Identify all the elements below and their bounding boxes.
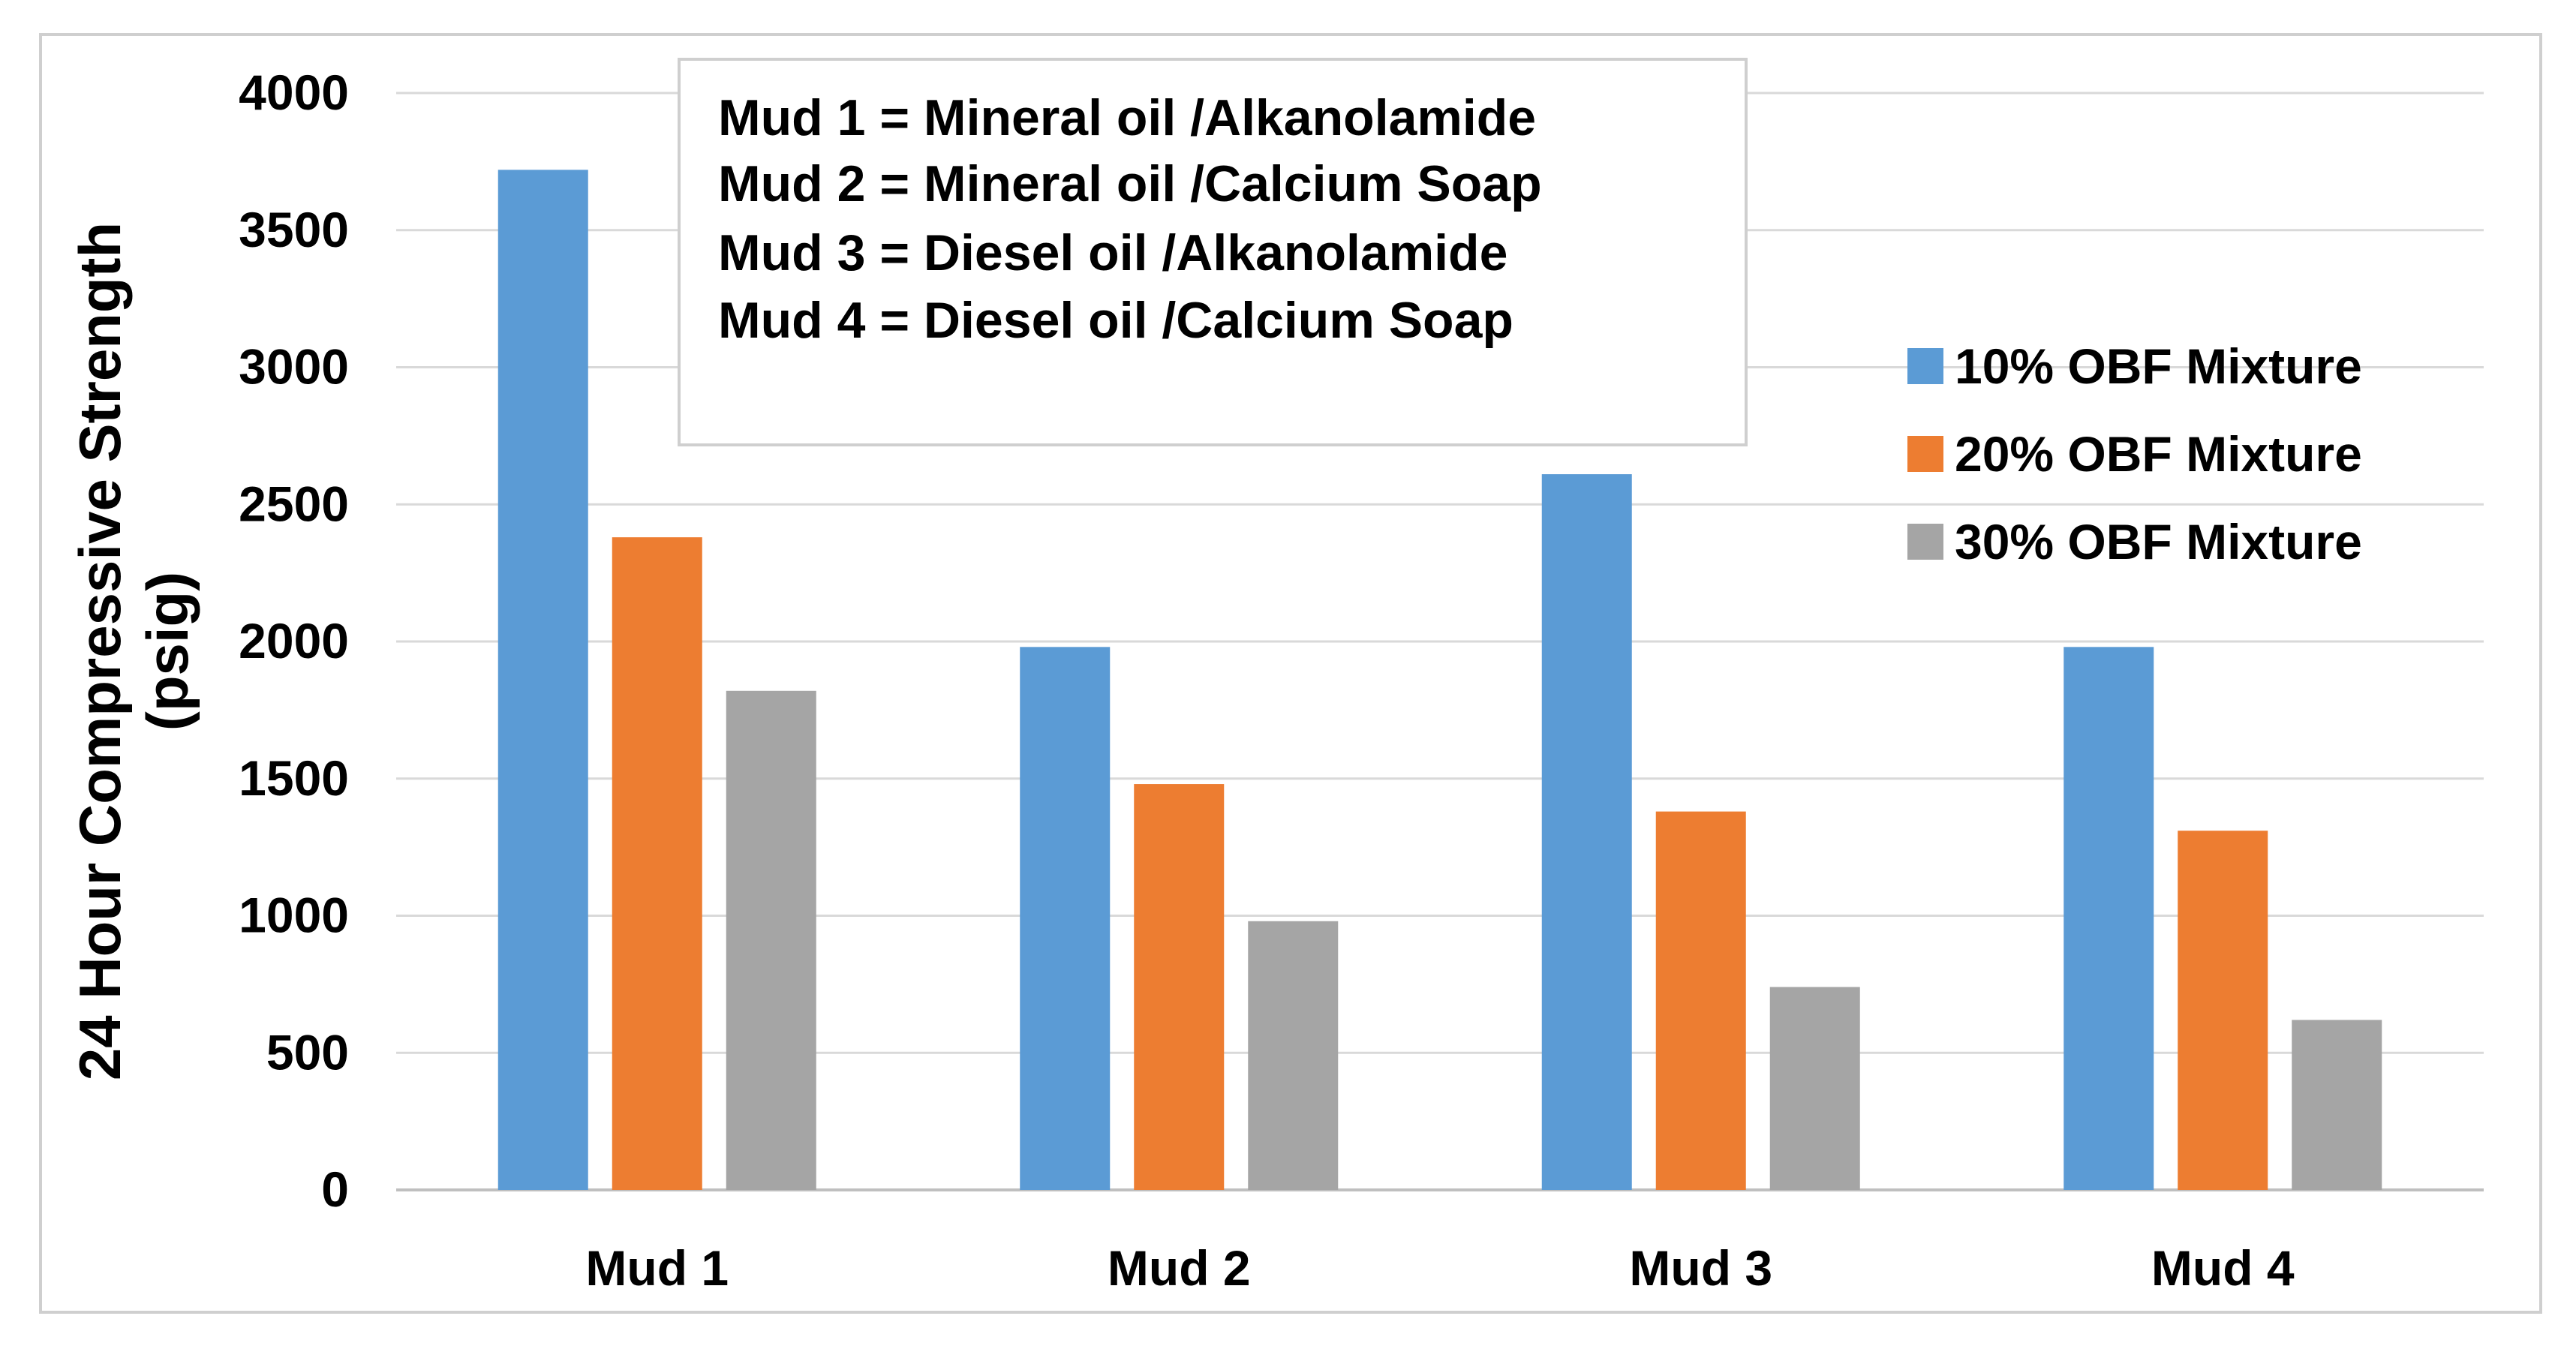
y-axis-title-line: (psig) [134, 572, 200, 731]
y-tick-label: 1000 [239, 888, 349, 943]
bar-2-1 [612, 537, 702, 1190]
legend-label: 10% OBF Mixture [1955, 338, 2362, 394]
legend: 10% OBF Mixture 20% OBF Mixture 30% OBF Mi… [1907, 338, 2362, 569]
annotation-box-border [678, 58, 1748, 446]
annotation-line: Mud 2 = Mineral oil /Calcium Soap [718, 155, 1542, 212]
bar-2-2 [1134, 784, 1225, 1190]
bar-2-3 [1655, 811, 1746, 1190]
y-axis-ticks: 0 500 1000 1500 2000 2500 3000 3500 4000 [239, 65, 349, 1217]
x-tick-label: Mud 2 [1108, 1240, 1251, 1296]
y-tick-label: 3500 [239, 202, 349, 257]
annotation-line: Mud 4 = Diesel oil /Calcium Soap [718, 292, 1513, 349]
bar-2-4 [2178, 831, 2268, 1190]
y-tick-label: 2500 [239, 476, 349, 531]
y-tick-label: 0 [321, 1161, 349, 1217]
y-tick-label: 2000 [239, 613, 349, 668]
legend-label: 20% OBF Mixture [1955, 426, 2362, 482]
bar-1-2 [1020, 647, 1111, 1190]
bar-1-4 [2064, 647, 2154, 1190]
x-axis-ticks: Mud 1 Mud 2 Mud 3 Mud 4 [585, 1240, 2294, 1296]
bar-1-3 [1541, 474, 1632, 1190]
annotation-lines: Mud 1 = Mineral oil /Alkanolamide Mud 2 =… [718, 89, 1542, 349]
bar-3-1 [726, 690, 816, 1190]
y-tick-label: 1500 [239, 750, 349, 806]
bar-1-1 [497, 170, 588, 1191]
y-axis-title-line: 24 Hour Compressive Strength [67, 222, 133, 1080]
legend-swatch [1907, 436, 1943, 472]
x-tick-label: Mud 4 [2151, 1240, 2295, 1296]
annotation-line: Mud 3 = Diesel oil /Alkanolamide [718, 224, 1507, 281]
bar-3-2 [1248, 921, 1339, 1190]
annotation-line: Mud 1 = Mineral oil /Alkanolamide [718, 89, 1536, 146]
y-tick-label: 3000 [239, 339, 349, 395]
legend-label: 30% OBF Mixture [1955, 514, 2362, 569]
bar-3-4 [2292, 1020, 2382, 1190]
x-tick-label: Mud 3 [1629, 1240, 1772, 1296]
legend-swatch [1907, 524, 1943, 560]
x-tick-label: Mud 1 [585, 1240, 729, 1296]
annotation-box: Mud 1 = Mineral oil /Alkanolamide Mud 2 =… [678, 58, 1748, 446]
bar-3-3 [1769, 987, 1860, 1190]
bars [497, 170, 2382, 1191]
y-tick-label: 500 [266, 1024, 349, 1080]
legend-swatch [1907, 348, 1943, 384]
y-tick-label: 4000 [239, 65, 349, 120]
y-axis-title: 24 Hour Compressive Strength (psig) [67, 222, 200, 1080]
